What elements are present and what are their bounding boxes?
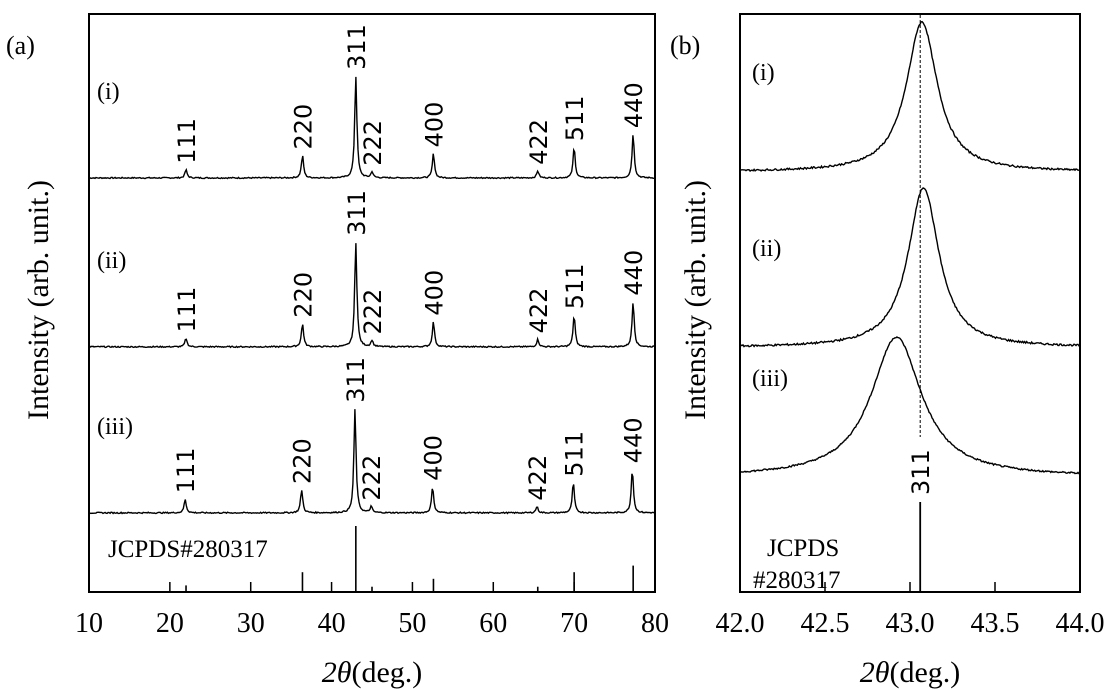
panel-b-reference-label-2: #280317 [753,567,841,594]
panel-a-hkl-labels: 111 220 311 222 400 422 511 440 111 220 311 222 400 4… [172,24,648,501]
panel-a-x-tick-label: 50 [398,608,426,639]
panel-a-series-label: (i) [97,79,120,105]
panel-a-reference-lines [185,526,634,592]
panel-b-frame [739,13,1081,593]
panel-b-x-axis-unit: (deg.) [889,656,960,689]
panel-a-x-tick-label: 20 [156,608,184,639]
panel-b-x-tick-label: 43.0 [886,608,935,639]
panel-a-hkl-label: 440 [619,417,647,463]
panel-a-hkl-label: 111 [173,118,201,164]
panel-a-series-label: (iii) [97,414,133,440]
panel-a-hkl-label: 422 [525,119,553,165]
panel-a-hkl-label: 422 [524,455,552,501]
panel-b-x-tick-label: 44.0 [1056,608,1105,639]
panel-a-x-tick-label: 30 [237,608,265,639]
panel-b-x-tick-labels: 42.0 42.5 43.0 43.5 44.0 [716,608,1105,639]
panel-a-trace [88,76,656,180]
panel-a-y-axis-label: Intensity (arb. unit.) [22,180,55,420]
panel-a-hkl-label: 400 [420,435,448,481]
panel-b-x-ticks [739,582,1081,592]
panel-a-hkl-label: 220 [289,438,317,484]
panel-a-trace [88,409,656,515]
panel-a-x-axis-label: 2θ(deg.) [322,656,423,689]
panel-b-x-tick-label: 42.5 [801,608,850,639]
panel-b-x-tick-label: 42.0 [716,608,765,639]
panel-a-hkl-label: 511 [561,95,589,141]
panel-a-hkl-label: 422 [525,288,553,334]
panel-a-hkl-label: 511 [560,431,588,477]
panel-a-hkl-label: 111 [172,447,200,493]
panel-a-hkl-label: 311 [343,24,371,70]
panel-b-series-label: (iii) [752,366,788,392]
panel-a-x-ticks [88,582,656,592]
panel-b-trace [739,20,1081,173]
panel-a-hkl-label: 220 [290,104,318,150]
panel-b-label: (b) [670,31,700,60]
panel-a-x-tick-label: 80 [641,608,669,639]
panel-a-x-tick-label: 10 [75,608,103,639]
panel-a-traces [88,76,656,515]
panel-b-reference-label-1: JCPDS [767,535,839,562]
panel-a-series-label: (ii) [97,248,126,274]
panel-a-hkl-label: 111 [173,287,201,333]
panel-b-trace [739,187,1081,348]
panel-a-reference-label: JCPDS#280317 [108,536,268,563]
panel-a-hkl-label: 400 [421,270,449,316]
panel-a-label: (a) [6,31,35,60]
panel-a-x-tick-label: 70 [560,608,588,639]
panel-a-series-labels: (i) (ii) (iii) [97,79,133,440]
panel-b-series-label: (i) [752,60,775,86]
panel-a-x-axis-symbol: 2θ [322,656,352,689]
panel-b-x-axis-symbol: 2θ [860,656,890,689]
panel-b-traces [739,20,1081,475]
panel-a-hkl-label: 311 [343,190,371,236]
panel-a-x-tick-labels: 10 20 30 40 50 60 70 80 [75,608,669,639]
panel-a-hkl-label: 222 [359,120,387,166]
panel-a-x-tick-label: 40 [318,608,346,639]
panel-a-hkl-label: 220 [290,272,318,318]
panel-a-x-tick-label: 60 [479,608,507,639]
panel-a-x-axis-unit: (deg.) [351,656,422,689]
panel-b-x-axis-label: 2θ(deg.) [860,656,961,689]
panel-b-hkl-label: 311 [907,449,935,495]
panel-a-trace [88,243,656,349]
panel-a-hkl-label: 440 [620,82,648,128]
panel-b-y-axis-label: Intensity (arb. unit.) [679,180,712,420]
panel-b-trace [739,336,1081,475]
panel-a-hkl-label: 222 [358,455,386,501]
panel-a-hkl-label: 440 [620,250,648,296]
panel-b-x-tick-label: 43.5 [971,608,1020,639]
panel-b-reference-line: 311 [907,449,935,592]
panel-a-hkl-label: 400 [421,102,449,148]
panel-b-series-labels: (i) (ii) (iii) [752,60,788,392]
panel-a-hkl-label: 222 [359,289,387,335]
panel-a-hkl-label: 511 [561,263,589,309]
panel-b-series-label: (ii) [752,236,781,262]
panel-a-hkl-label: 311 [342,357,370,403]
